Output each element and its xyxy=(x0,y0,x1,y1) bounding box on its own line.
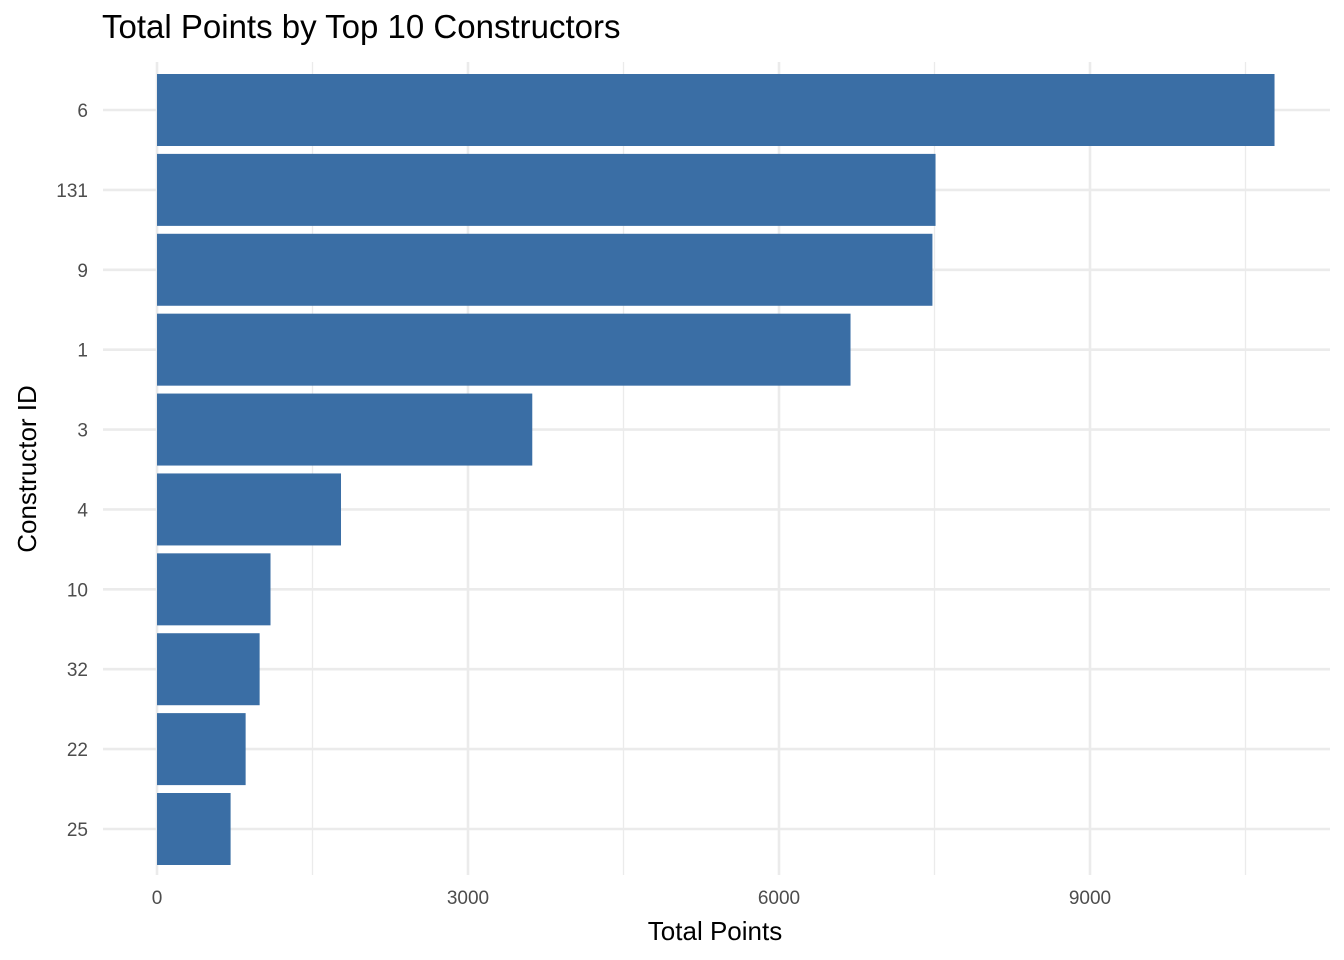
chart-title: Total Points by Top 10 Constructors xyxy=(102,8,621,45)
y-tick-label: 32 xyxy=(67,660,88,681)
bar-6 xyxy=(157,74,1275,146)
y-tick-label: 9 xyxy=(77,261,88,282)
y-axis-ticks: 6 131 9 1 3 4 10 32 22 25 xyxy=(56,101,88,841)
bar-131 xyxy=(157,153,936,226)
x-axis-ticks: 0 3000 6000 9000 xyxy=(152,888,1111,909)
bar-4 xyxy=(157,473,342,546)
x-axis-title: Total Points xyxy=(648,916,782,946)
y-tick-label: 10 xyxy=(67,580,88,601)
x-tick-label: 6000 xyxy=(758,888,800,909)
bars xyxy=(157,74,1275,865)
bar-32 xyxy=(157,633,260,706)
y-tick-label: 131 xyxy=(56,181,88,202)
y-tick-label: 3 xyxy=(77,421,88,442)
bar-3 xyxy=(157,393,533,466)
y-tick-label: 6 xyxy=(77,101,88,122)
bar-9 xyxy=(157,233,933,306)
bar-22 xyxy=(157,713,246,786)
x-tick-label: 9000 xyxy=(1069,888,1111,909)
x-tick-label: 0 xyxy=(152,888,163,909)
bar-25 xyxy=(157,793,231,865)
y-tick-label: 25 xyxy=(67,820,88,841)
bar-10 xyxy=(157,553,271,626)
y-tick-label: 4 xyxy=(77,500,88,521)
y-tick-label: 1 xyxy=(77,341,88,362)
y-axis-title: Constructor ID xyxy=(12,385,42,553)
x-tick-label: 3000 xyxy=(447,888,489,909)
bar-1 xyxy=(157,313,851,386)
y-tick-label: 22 xyxy=(67,740,88,761)
